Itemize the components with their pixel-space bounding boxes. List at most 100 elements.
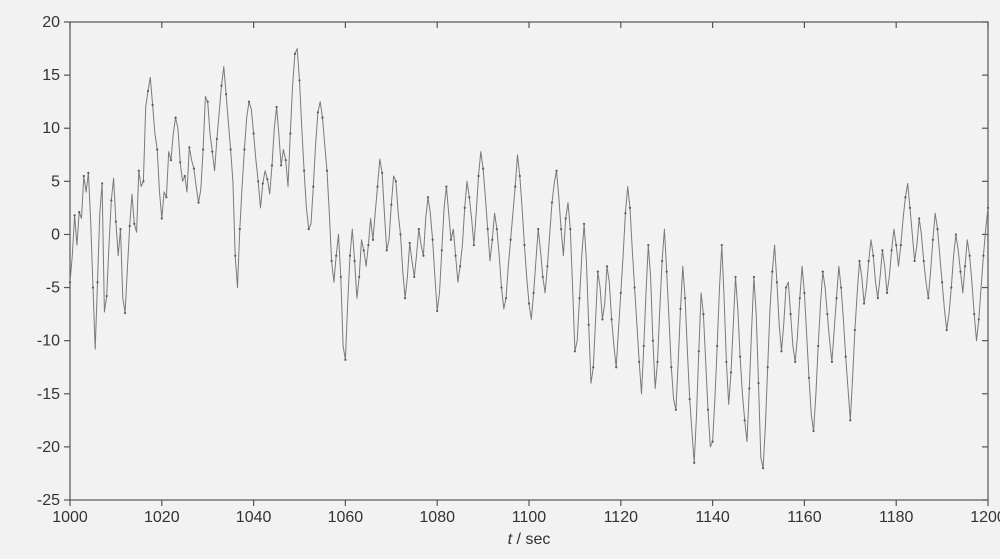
series-marker-signal — [510, 239, 512, 241]
series-marker-signal — [482, 167, 484, 169]
x-tick-label: 1000 — [52, 509, 88, 526]
series-marker-signal — [799, 297, 801, 299]
series-marker-signal — [514, 186, 516, 188]
series-marker-signal — [271, 164, 273, 166]
x-tick-label: 1160 — [787, 509, 822, 526]
series-marker-signal — [340, 276, 342, 278]
series-marker-signal — [491, 239, 493, 241]
series-marker-signal — [918, 217, 920, 219]
series-marker-signal — [826, 313, 828, 315]
series-marker-signal — [225, 93, 227, 95]
x-tick-label: 1100 — [512, 509, 547, 526]
series-marker-signal — [207, 101, 209, 103]
series-marker-signal — [845, 356, 847, 358]
time-series-chart: 1000102010401060108011001120114011601180… — [0, 0, 1000, 559]
series-marker-signal — [124, 312, 126, 314]
series-marker-signal — [353, 260, 355, 262]
series-marker-signal — [312, 186, 314, 188]
series-marker-signal — [900, 244, 902, 246]
series-marker-signal — [459, 265, 461, 267]
series-marker-signal — [372, 239, 374, 241]
series-marker-signal — [734, 276, 736, 278]
series-marker-signal — [454, 255, 456, 257]
series-marker-signal — [220, 85, 222, 87]
series-marker-signal — [331, 260, 333, 262]
series-marker-signal — [308, 228, 310, 230]
x-tick-label: 1180 — [879, 509, 914, 526]
x-tick-label: 1060 — [328, 509, 364, 526]
series-marker-signal — [248, 101, 250, 103]
series-marker-signal — [643, 345, 645, 347]
series-marker-signal — [404, 297, 406, 299]
series-marker-signal — [349, 255, 351, 257]
series-marker-signal — [863, 302, 865, 304]
series-marker-signal — [422, 255, 424, 257]
series-marker-signal — [969, 255, 971, 257]
series-marker-signal — [464, 207, 466, 209]
series-marker-signal — [730, 371, 732, 373]
series-marker-signal — [280, 164, 282, 166]
series-marker-signal — [675, 409, 677, 411]
series-marker-signal — [767, 366, 769, 368]
series-marker-signal — [133, 223, 135, 225]
series-marker-signal — [298, 79, 300, 81]
series-marker-signal — [978, 318, 980, 320]
series-marker-signal — [661, 260, 663, 262]
series-marker-signal — [532, 292, 534, 294]
series-marker-signal — [399, 233, 401, 235]
series-marker-signal — [202, 148, 204, 150]
series-marker-signal — [702, 313, 704, 315]
series-marker-signal — [588, 324, 590, 326]
series-marker-signal — [868, 260, 870, 262]
series-marker-signal — [790, 313, 792, 315]
series-marker-signal — [243, 148, 245, 150]
series-marker-signal — [633, 286, 635, 288]
series-marker-signal — [381, 172, 383, 174]
series-marker-signal — [744, 419, 746, 421]
series-marker-signal — [152, 104, 154, 106]
chart-frame: 1000102010401060108011001120114011601180… — [0, 0, 1000, 559]
series-marker-signal — [840, 286, 842, 288]
series-marker-signal — [909, 207, 911, 209]
series-marker-signal — [110, 199, 112, 201]
series-marker-signal — [193, 167, 195, 169]
series-marker-signal — [546, 265, 548, 267]
series-marker-signal — [753, 276, 755, 278]
series-marker-signal — [473, 244, 475, 246]
series-marker-signal — [78, 211, 80, 213]
series-marker-signal — [886, 292, 888, 294]
series-marker-signal — [363, 249, 365, 251]
series-marker-signal — [413, 276, 415, 278]
series-marker-signal — [445, 186, 447, 188]
series-marker-signal — [569, 228, 571, 230]
x-tick-label: 1080 — [419, 509, 455, 526]
series-marker-signal — [913, 260, 915, 262]
x-tick-label: 1020 — [144, 509, 180, 526]
series-marker-signal — [386, 249, 388, 251]
series-marker-signal — [528, 302, 530, 304]
series-marker-signal — [138, 170, 140, 172]
series-marker-signal — [477, 175, 479, 177]
series-marker-signal — [959, 271, 961, 273]
series-marker-signal — [904, 196, 906, 198]
series-marker-signal — [987, 207, 989, 209]
series-marker-signal — [115, 221, 117, 223]
series-marker-signal — [629, 207, 631, 209]
series-marker-signal — [950, 286, 952, 288]
series-marker-signal — [165, 196, 167, 198]
series-marker-signal — [390, 204, 392, 206]
series-marker-signal — [395, 180, 397, 182]
series-marker-signal — [376, 186, 378, 188]
series-marker-signal — [624, 212, 626, 214]
x-axis-label: t / sec — [508, 531, 551, 548]
series-marker-signal — [578, 297, 580, 299]
series-marker-signal — [119, 228, 121, 230]
series-marker-signal — [289, 132, 291, 134]
series-marker-signal — [335, 255, 337, 257]
series-marker-signal — [780, 350, 782, 352]
y-tick-label: 20 — [42, 14, 60, 31]
series-marker-signal — [197, 201, 199, 203]
series-marker-signal — [537, 228, 539, 230]
series-marker-signal — [565, 217, 567, 219]
series-marker-signal — [611, 318, 613, 320]
